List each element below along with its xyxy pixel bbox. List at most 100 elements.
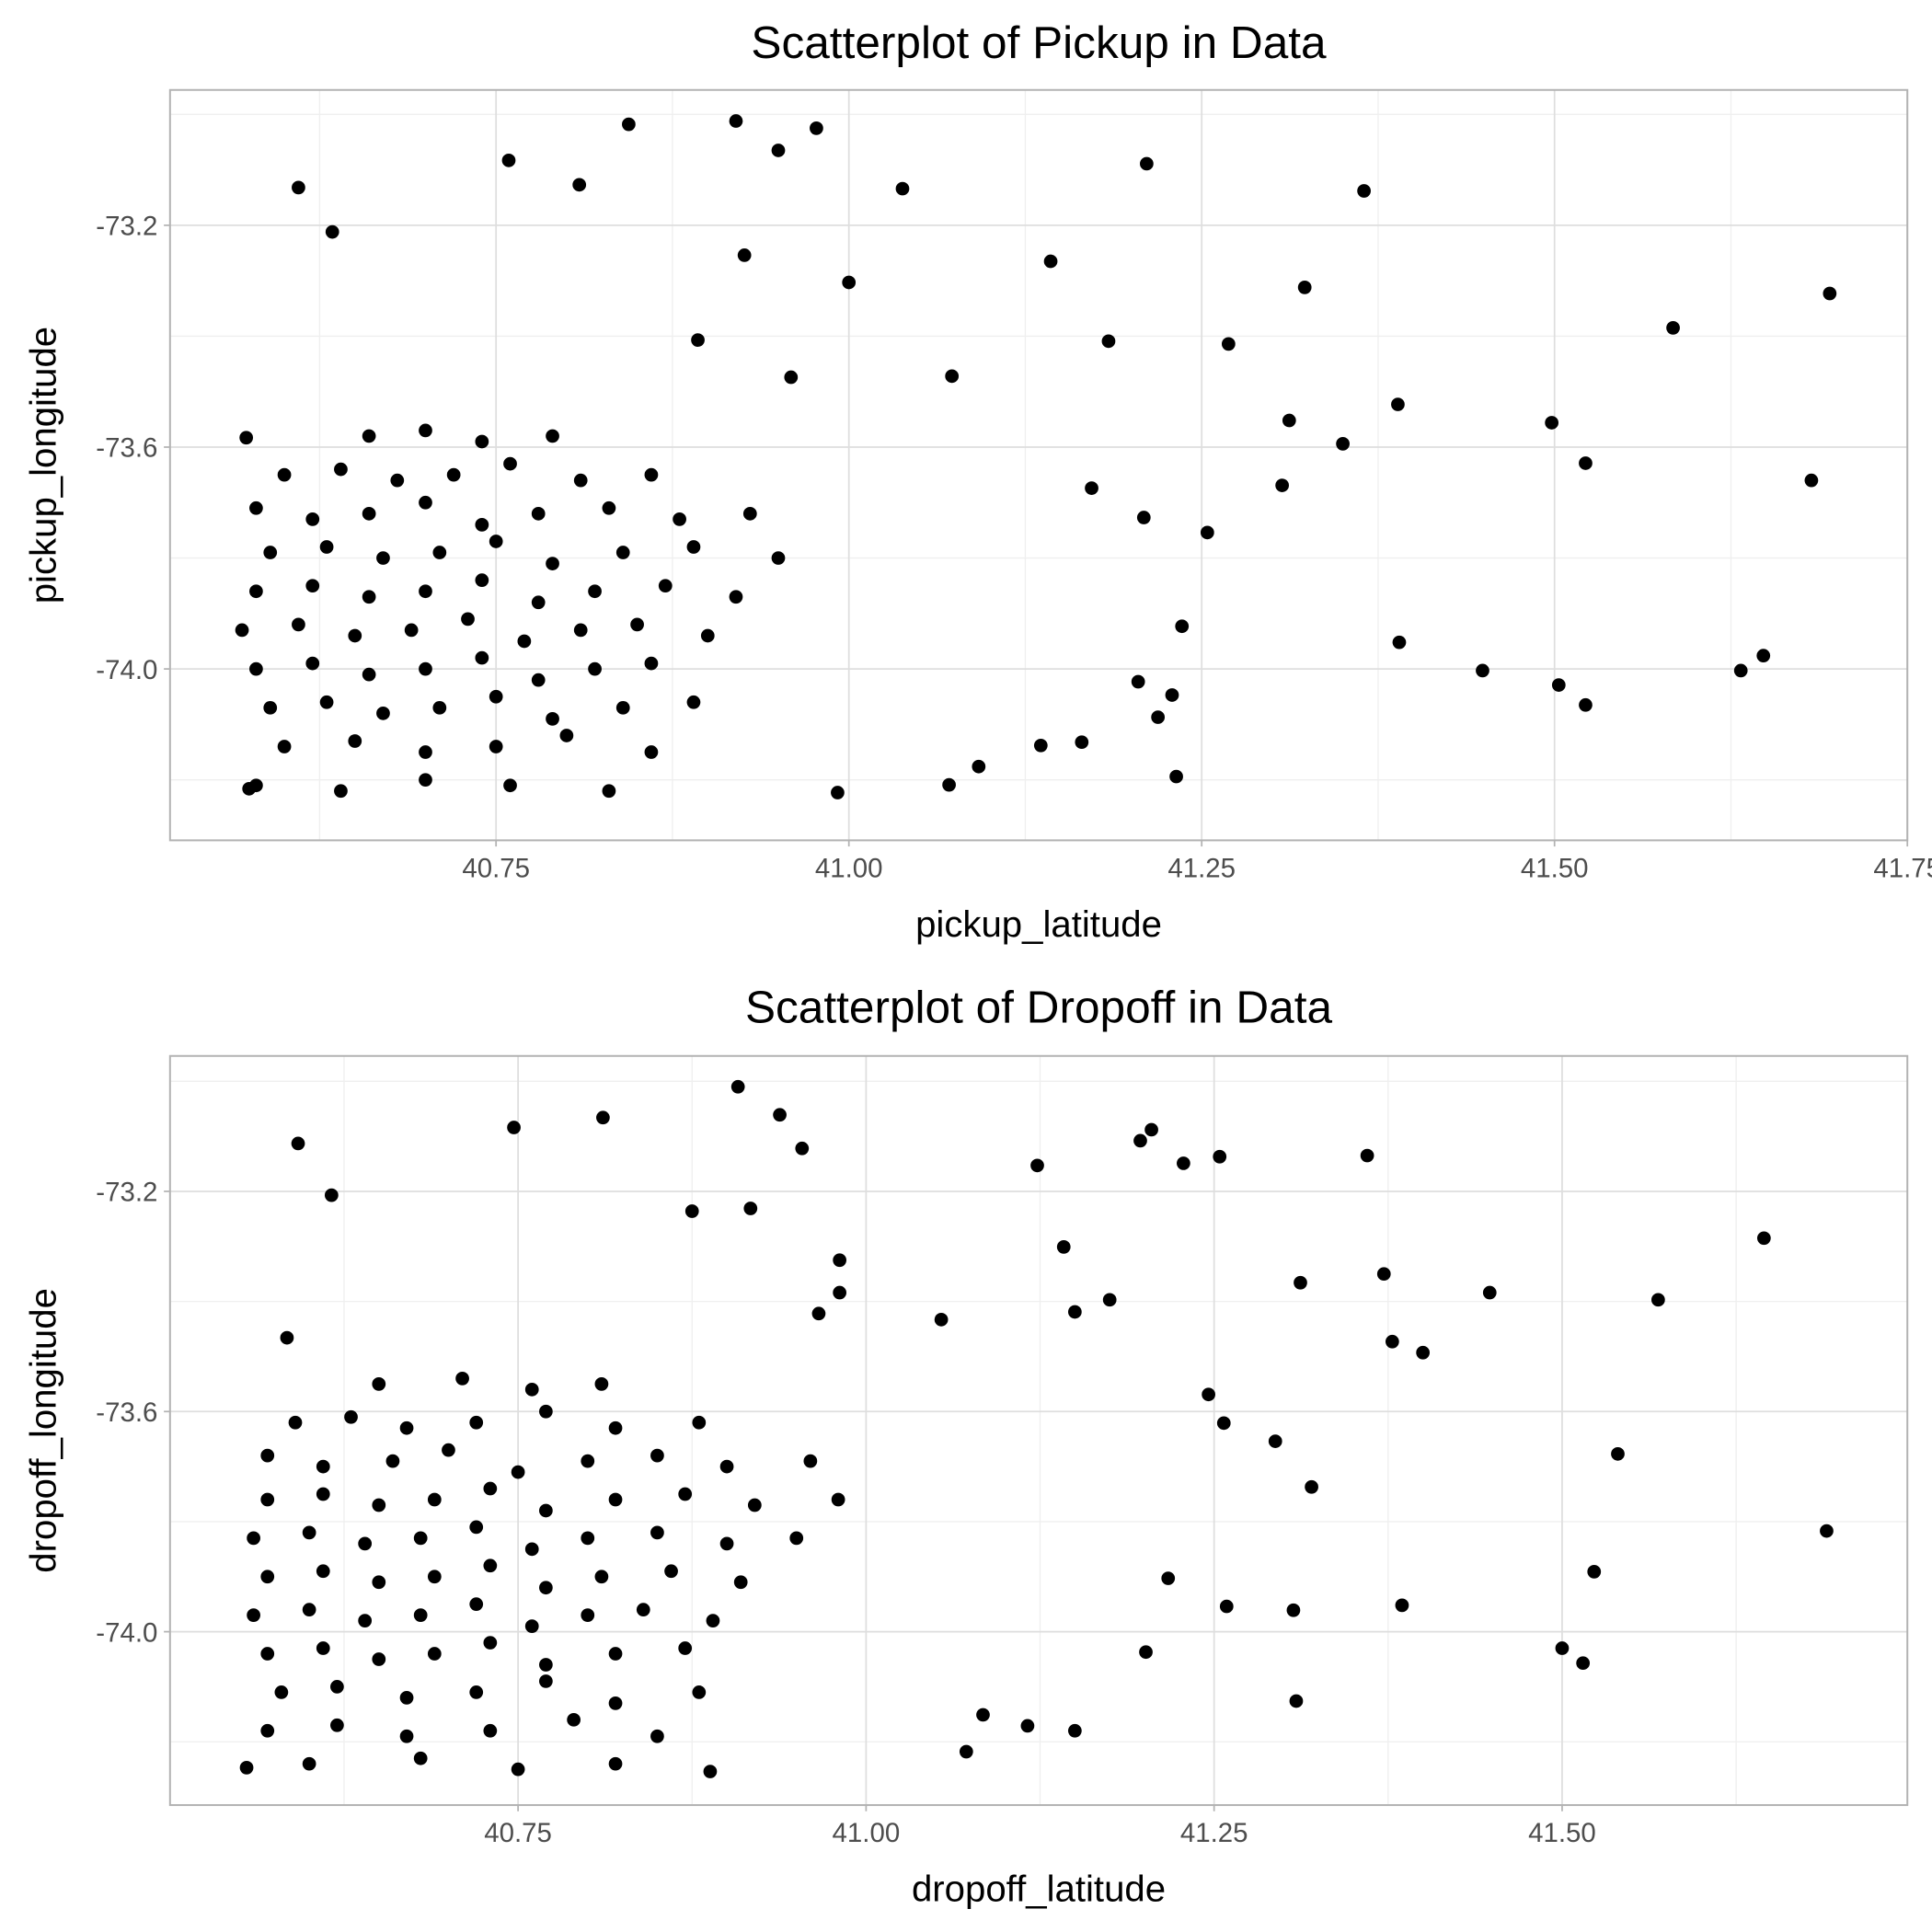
point [348, 734, 362, 748]
point [362, 590, 376, 604]
point [330, 1718, 344, 1732]
point [235, 623, 249, 638]
point [1804, 473, 1819, 488]
point [673, 512, 686, 526]
point [644, 745, 659, 759]
point [489, 740, 503, 753]
point [1357, 184, 1371, 198]
point [372, 1376, 386, 1391]
point [636, 1603, 650, 1617]
point [1043, 254, 1058, 269]
point [1579, 697, 1593, 712]
point [305, 579, 320, 593]
point [1666, 321, 1680, 335]
point [390, 473, 405, 488]
point [507, 1121, 521, 1134]
y-axis-title: dropoff_longitude [22, 1288, 63, 1573]
point [249, 500, 263, 515]
point [280, 1330, 294, 1345]
point [976, 1708, 990, 1722]
point [249, 661, 263, 676]
point [531, 506, 546, 521]
point [302, 1603, 316, 1617]
point [650, 1729, 664, 1743]
point [475, 518, 489, 532]
point [1213, 1149, 1227, 1164]
point [730, 1079, 745, 1094]
point [771, 551, 786, 565]
point [461, 612, 475, 627]
point [1139, 1645, 1153, 1660]
x-tick-label: 41.75 [1873, 854, 1932, 884]
point [1360, 1148, 1374, 1163]
point [1823, 286, 1837, 301]
point [372, 1575, 386, 1590]
point [945, 369, 960, 384]
point [319, 695, 334, 709]
point [503, 778, 517, 793]
point [1376, 1267, 1391, 1282]
chart-title: Scatterplot of Pickup in Data [751, 17, 1327, 68]
point [503, 456, 517, 471]
point [1395, 1598, 1409, 1613]
point [573, 473, 588, 488]
point [334, 462, 348, 477]
point [650, 1448, 664, 1463]
point [1336, 437, 1350, 451]
point [608, 1420, 623, 1435]
y-tick-label: -74.0 [96, 655, 157, 685]
point [483, 1481, 498, 1496]
point [742, 506, 757, 521]
point [475, 650, 489, 665]
x-tick-label: 41.25 [1180, 1818, 1248, 1848]
point [399, 1729, 414, 1743]
x-tick-label: 41.00 [833, 1818, 901, 1848]
point [247, 1608, 260, 1623]
x-tick-label: 41.50 [1521, 854, 1589, 884]
point [895, 181, 910, 196]
point [539, 1581, 553, 1595]
point [330, 1680, 344, 1694]
point [260, 1492, 275, 1507]
point [1177, 1156, 1190, 1170]
point [678, 1487, 693, 1501]
panel-background [169, 89, 1908, 841]
point [1102, 1293, 1117, 1307]
point [419, 661, 432, 676]
point [1476, 663, 1489, 678]
point [517, 634, 532, 649]
point [581, 1454, 595, 1468]
panel-background [169, 1055, 1908, 1806]
point [1268, 1434, 1282, 1448]
point [511, 1465, 525, 1479]
point [1101, 334, 1116, 349]
point [581, 1531, 595, 1546]
point [588, 584, 602, 599]
x-tick-label: 40.75 [484, 1818, 552, 1848]
point [399, 1420, 414, 1435]
panel [169, 89, 1909, 841]
chart-title: Scatterplot of Dropoff in Data [745, 982, 1332, 1033]
point [292, 180, 305, 195]
point [594, 1570, 609, 1584]
point [260, 1570, 275, 1584]
point [747, 1498, 762, 1512]
point [1385, 1334, 1399, 1349]
point [1482, 1285, 1497, 1300]
point [737, 248, 752, 262]
point [1202, 1387, 1215, 1402]
x-axis-title: pickup_latitude [915, 903, 1162, 945]
point [1067, 1723, 1082, 1738]
point [567, 1712, 581, 1727]
point [324, 1188, 339, 1202]
point [1165, 688, 1179, 702]
point [1067, 1305, 1082, 1319]
point [1579, 456, 1593, 470]
point [1392, 635, 1407, 650]
panel-border [168, 88, 1909, 842]
point [362, 429, 376, 443]
point [358, 1536, 373, 1551]
point [789, 1531, 804, 1546]
point [1144, 1122, 1158, 1137]
y-tick-label: -73.2 [96, 1178, 157, 1208]
